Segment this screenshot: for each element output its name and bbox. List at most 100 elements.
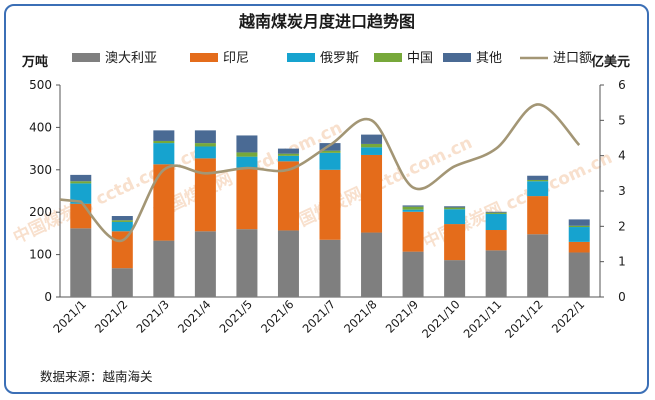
source-note: 数据来源：越南海关	[40, 369, 153, 384]
x-tick-label: 2022/1	[549, 297, 588, 336]
bar-segment	[485, 211, 507, 213]
bar-segment	[153, 143, 175, 165]
bar-segment	[568, 225, 590, 228]
bar-segment	[485, 212, 507, 214]
x-tick-label: 2021/8	[341, 297, 380, 336]
y-right-tick-label: 1	[618, 255, 626, 269]
bar-segment	[444, 207, 466, 210]
bar-segment	[277, 230, 299, 297]
x-tick-label: 2021/5	[217, 297, 256, 336]
bar-segment	[70, 228, 92, 297]
bar-segment	[361, 154, 383, 233]
bar-segment	[444, 209, 466, 225]
bar-segment	[194, 130, 216, 144]
x-tick-label: 2021/2	[92, 297, 131, 336]
bar-segment	[319, 239, 341, 297]
bar-segment	[70, 174, 92, 182]
x-tick-label: 2021/12	[502, 297, 546, 341]
bar-segment	[361, 232, 383, 297]
y-right-tick-label: 5	[618, 113, 626, 127]
y-left-tick-label: 0	[44, 290, 52, 304]
bar-segment	[444, 206, 466, 208]
bar-segment	[527, 234, 549, 297]
bar-segment	[444, 224, 466, 261]
bar-segment	[111, 268, 133, 297]
bar-segment	[527, 175, 549, 180]
bar-segment	[319, 150, 341, 153]
bar-segment	[194, 231, 216, 297]
bar-segment	[568, 219, 590, 226]
bar-segment	[277, 153, 299, 156]
x-tick-label: 2021/4	[175, 297, 214, 336]
bar-segment	[402, 251, 424, 297]
bar-segment	[111, 221, 133, 232]
legend-swatch	[72, 53, 100, 62]
bar-segment	[70, 183, 92, 204]
y-left-tick-label: 300	[29, 163, 52, 177]
bar-segment	[236, 229, 258, 297]
y-right-tick-label: 4	[618, 149, 626, 163]
legend-swatch	[374, 53, 402, 62]
y-right-tick-label: 2	[618, 219, 626, 233]
legend-label: 澳大利亚	[105, 50, 157, 66]
bar-segment	[444, 260, 466, 297]
bar-segment	[153, 140, 175, 144]
legend-label: 中国	[407, 51, 433, 66]
chart-title: 越南煤炭月度进口趋势图	[238, 12, 415, 31]
bar-segment	[70, 181, 92, 184]
bar-segment	[361, 134, 383, 144]
x-tick-label: 2021/10	[419, 297, 463, 341]
y-left-tick-label: 400	[29, 120, 52, 134]
bar-segment	[568, 227, 590, 242]
y-left-axis-title: 万吨	[21, 54, 48, 70]
bar-segment	[568, 241, 590, 253]
bar-segment	[236, 156, 258, 168]
bar-segment	[402, 209, 424, 212]
bar-segment	[361, 147, 383, 155]
bar-segment	[194, 143, 216, 147]
bar-segment	[111, 231, 133, 269]
bar-segment	[236, 135, 258, 153]
bar-segment	[402, 205, 424, 207]
x-tick-label: 2021/7	[300, 297, 339, 336]
bar-segment	[111, 216, 133, 221]
y-right-tick-label: 0	[618, 290, 626, 304]
y-right-tick-label: 3	[618, 184, 626, 198]
y-left-tick-label: 500	[29, 78, 52, 92]
x-tick-label: 2021/3	[133, 297, 172, 336]
bar-segment	[319, 152, 341, 170]
bar-segment	[402, 211, 424, 252]
bar-segment	[527, 181, 549, 197]
import-value-line	[59, 103, 581, 243]
bar-segment	[361, 143, 383, 148]
bar-segment	[194, 146, 216, 159]
bar-segment	[277, 161, 299, 231]
legend-label: 印尼	[223, 51, 249, 66]
bar-segment	[319, 169, 341, 240]
legend-label: 其他	[476, 51, 502, 66]
legend-swatch	[287, 53, 315, 62]
bar-segment	[236, 152, 258, 157]
legend-label: 俄罗斯	[320, 51, 359, 66]
legend: 澳大利亚 印尼 俄罗斯 中国 其他 进口额	[72, 50, 592, 66]
bar-segment	[568, 252, 590, 297]
y-left-tick-label: 100	[29, 248, 52, 262]
bar-segment	[402, 206, 424, 210]
bar-segment	[236, 167, 258, 230]
bar-segment	[153, 164, 175, 241]
bar-segment	[485, 230, 507, 251]
legend-swatch	[190, 53, 218, 62]
bar-segment	[277, 148, 299, 154]
bar-segment	[153, 240, 175, 297]
bar-segment	[485, 213, 507, 231]
x-axis-ticks: 2021/1 2021/2 2021/3 2021/4 2021/5 2021/6 2021…	[50, 297, 587, 341]
x-tick-label: 2021/1	[50, 297, 89, 336]
bar-segment	[153, 130, 175, 141]
bar-segment	[319, 143, 341, 151]
bar-segment	[277, 155, 299, 162]
x-tick-label: 2021/6	[258, 297, 297, 336]
bar-segment	[111, 220, 133, 222]
x-tick-label: 2021/9	[383, 297, 422, 336]
